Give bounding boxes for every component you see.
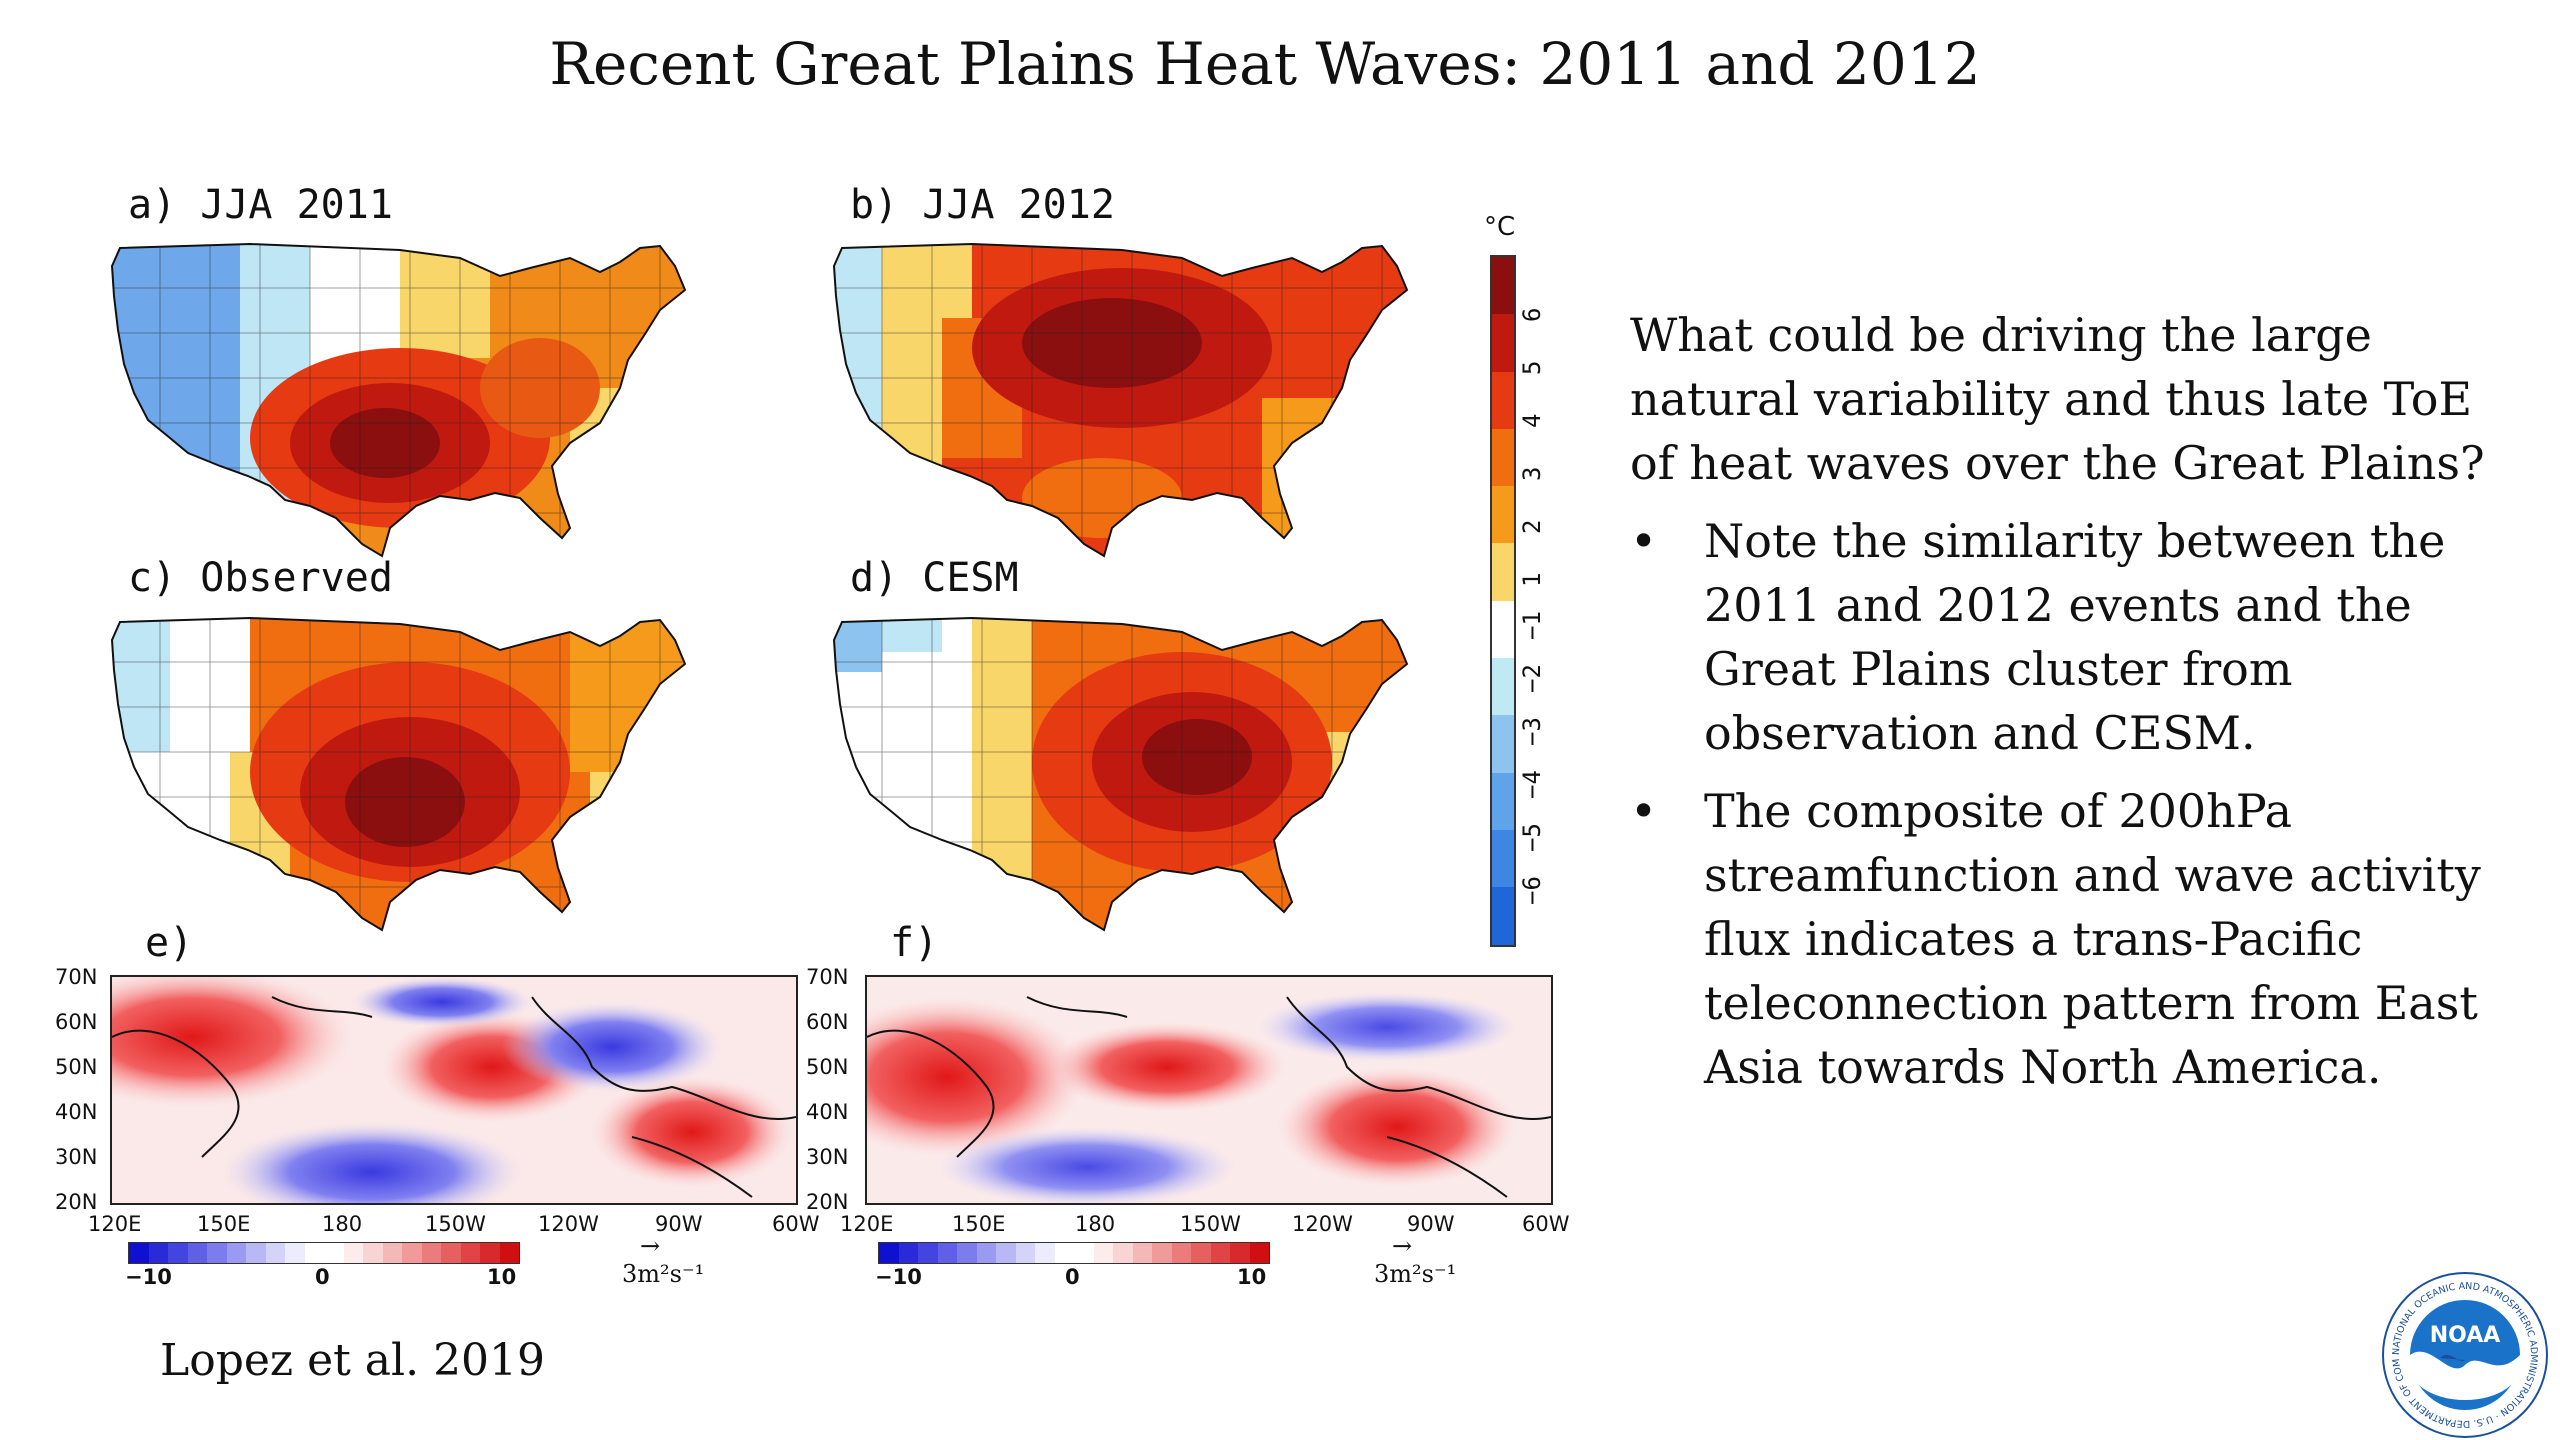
lat-label: 30N [806,1145,849,1169]
lon-label: 180 [1075,1212,1116,1236]
question-text: What could be driving the large natural … [1630,308,2485,490]
vector-reference-unit: 3m²s⁻¹ [1374,1260,1457,1288]
lon-label: 60W [1522,1212,1570,1236]
panel-label-f: f) [890,920,939,966]
lat-label: 40N [806,1100,849,1124]
colorbar-segment [1492,428,1514,487]
streamfunction-field-f [867,977,1551,1203]
colorbar-tick: −3 [1518,717,1546,746]
lon-label: 120E [88,1212,142,1236]
lon-label: 120E [840,1212,894,1236]
lon-label: 150W [1180,1212,1241,1236]
bullet-list: • Note the similarity between the 2011 a… [1630,509,2530,1099]
citation: Lopez et al. 2019 [160,1335,546,1386]
streamfunction-field-e [112,977,796,1203]
bullet-glyph: • [1630,514,1658,568]
lat-label: 30N [55,1145,98,1169]
discussion-text: What could be driving the large natural … [1630,303,2530,1113]
us-map-jja-2012 [833,243,1408,557]
lat-label: 20N [806,1190,849,1214]
colorbar-label-max: 10 [1237,1265,1267,1289]
bullet-item: • Note the similarity between the 2011 a… [1630,509,2530,765]
streamfunction-colorbar-e [128,1242,520,1264]
colorbar-segment [1492,543,1514,601]
colorbar-label-max: 10 [487,1265,517,1289]
colorbar-tick: −6 [1518,876,1546,905]
lon-label: 150E [197,1212,251,1236]
colorbar-segment [1492,658,1514,716]
lon-label: 150W [425,1212,486,1236]
vector-reference-unit: 3m²s⁻¹ [622,1260,705,1288]
lat-label: 70N [55,965,98,989]
colorbar-tick: −5 [1518,823,1546,852]
vector-reference-arrow: → [640,1232,661,1260]
streamfunction-panel-e [110,975,798,1205]
temperature-unit: °C [1484,212,1516,242]
lat-label: 60N [55,1010,98,1034]
colorbar-segment [1492,257,1514,315]
lat-label: 40N [55,1100,98,1124]
lon-label: 120W [538,1212,599,1236]
colorbar-tick: 2 [1518,519,1546,534]
noaa-logo: NATIONAL OCEANIC AND ATMOSPHERIC ADMINIS… [2380,1270,2548,1438]
lon-label: 150E [952,1212,1006,1236]
slide-title: Recent Great Plains Heat Waves: 2011 and… [549,30,1981,98]
lat-label: 50N [55,1055,98,1079]
streamfunction-panel-f [865,975,1553,1205]
lon-label: 90W [1407,1212,1455,1236]
colorbar-segment [1492,887,1514,945]
colorbar-segment [1492,486,1514,544]
panel-label-c: c) Observed [128,555,393,601]
colorbar-tick: 5 [1518,360,1546,375]
lon-label: 180 [322,1212,363,1236]
colorbar-tick: 4 [1518,413,1546,428]
colorbar-label-zero: 0 [1065,1265,1080,1289]
bullet-text: The composite of 200hPa streamfunction a… [1704,784,2481,1094]
bullet-item: • The composite of 200hPa streamfunction… [1630,779,2530,1099]
colorbar-segment [1492,772,1514,830]
temperature-colorbar [1490,255,1516,947]
lon-label: 120W [1292,1212,1353,1236]
bullet-glyph: • [1630,784,1658,838]
colorbar-tick: −2 [1518,664,1546,693]
logo-text: NOAA [2430,1323,2501,1348]
colorbar-label-min: −10 [125,1265,172,1289]
lat-label: 50N [806,1055,849,1079]
colorbar-segment [1492,600,1514,659]
colorbar-label-zero: 0 [315,1265,330,1289]
panel-label-d: d) CESM [850,555,1019,601]
colorbar-label-min: −10 [875,1265,922,1289]
us-map-jja-2011 [111,243,686,557]
panel-label-a: a) JJA 2011 [128,182,393,228]
lon-label: 60W [772,1212,820,1236]
lat-label: 70N [806,965,849,989]
us-map-cesm [833,617,1408,931]
colorbar-segment [1492,829,1514,888]
colorbar-tick: 1 [1518,572,1546,587]
colorbar-tick: −4 [1518,770,1546,799]
lat-label: 60N [806,1010,849,1034]
vector-reference-arrow: → [1392,1232,1413,1260]
colorbar-segment [1492,715,1514,773]
lat-label: 20N [55,1190,98,1214]
us-map-observed [111,617,686,931]
colorbar-tick: 3 [1518,466,1546,481]
bullet-text: Note the similarity between the 2011 and… [1704,514,2446,760]
colorbar-segment [1492,314,1514,372]
colorbar-tick: 6 [1518,307,1546,322]
lon-label: 90W [655,1212,703,1236]
colorbar-tick: −1 [1518,611,1546,640]
colorbar-segment [1492,371,1514,429]
panel-label-e: e) [145,920,194,966]
streamfunction-colorbar-f [878,1242,1270,1264]
panel-label-b: b) JJA 2012 [850,182,1115,228]
